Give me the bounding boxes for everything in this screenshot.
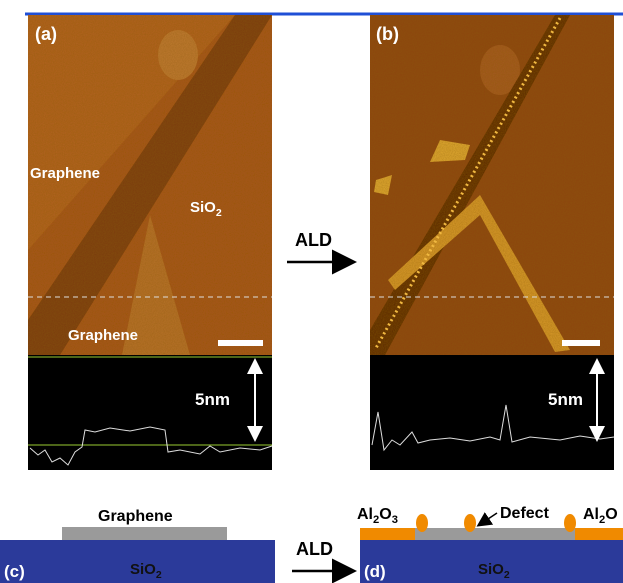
callout: Al2O3	[357, 506, 398, 526]
substrate-text: SiO	[478, 561, 504, 578]
oxide-bump	[564, 514, 576, 532]
page: {"panels":[{"label":"(a)","annotations":…	[0, 0, 623, 583]
callout-text: Al	[357, 506, 373, 523]
arrow-label: ALD	[295, 230, 332, 250]
profile-box	[28, 355, 272, 470]
afm-image-a	[28, 15, 272, 355]
afm-image-b	[370, 15, 614, 355]
callout-text: O	[379, 506, 391, 523]
callout-subscript: 3	[392, 514, 398, 526]
oxide-bump	[416, 514, 428, 532]
substrate-subscript: 2	[504, 569, 510, 581]
callout: Defect	[500, 505, 550, 522]
layer-label: Graphene	[98, 508, 173, 525]
callout-text: O	[605, 506, 617, 523]
annotation: Graphene	[30, 165, 100, 182]
scale-bar	[218, 340, 263, 346]
substrate-subscript: 2	[156, 569, 162, 581]
graphene-layer	[415, 528, 575, 540]
panel-label: (a)	[35, 24, 57, 44]
panel-label: (b)	[376, 24, 399, 44]
callout-pointer	[479, 513, 497, 525]
callout-text: Defect	[500, 505, 550, 522]
annotation-text: Graphene	[30, 165, 100, 182]
profile-box	[370, 355, 614, 470]
oxide-bump	[464, 514, 476, 532]
annotation-subscript: 2	[216, 207, 222, 219]
panel-label: (c)	[4, 562, 25, 581]
annotation: Graphene	[68, 327, 138, 344]
annotation-text: SiO	[190, 199, 216, 216]
annotation-text: Graphene	[68, 327, 138, 344]
graphene-layer	[62, 527, 227, 540]
panel-label: (d)	[364, 562, 386, 581]
callout: Al2O	[583, 506, 618, 526]
profile-label: 5nm	[548, 390, 583, 409]
arrow-label: ALD	[296, 539, 333, 559]
figure: (a) Graphene SiO2 Graphene 5nm ALD (b) 5…	[0, 0, 623, 583]
profile-label: 5nm	[195, 390, 230, 409]
scale-bar	[562, 340, 600, 346]
callout-text: Al	[583, 506, 599, 523]
substrate-text: SiO	[130, 561, 156, 578]
